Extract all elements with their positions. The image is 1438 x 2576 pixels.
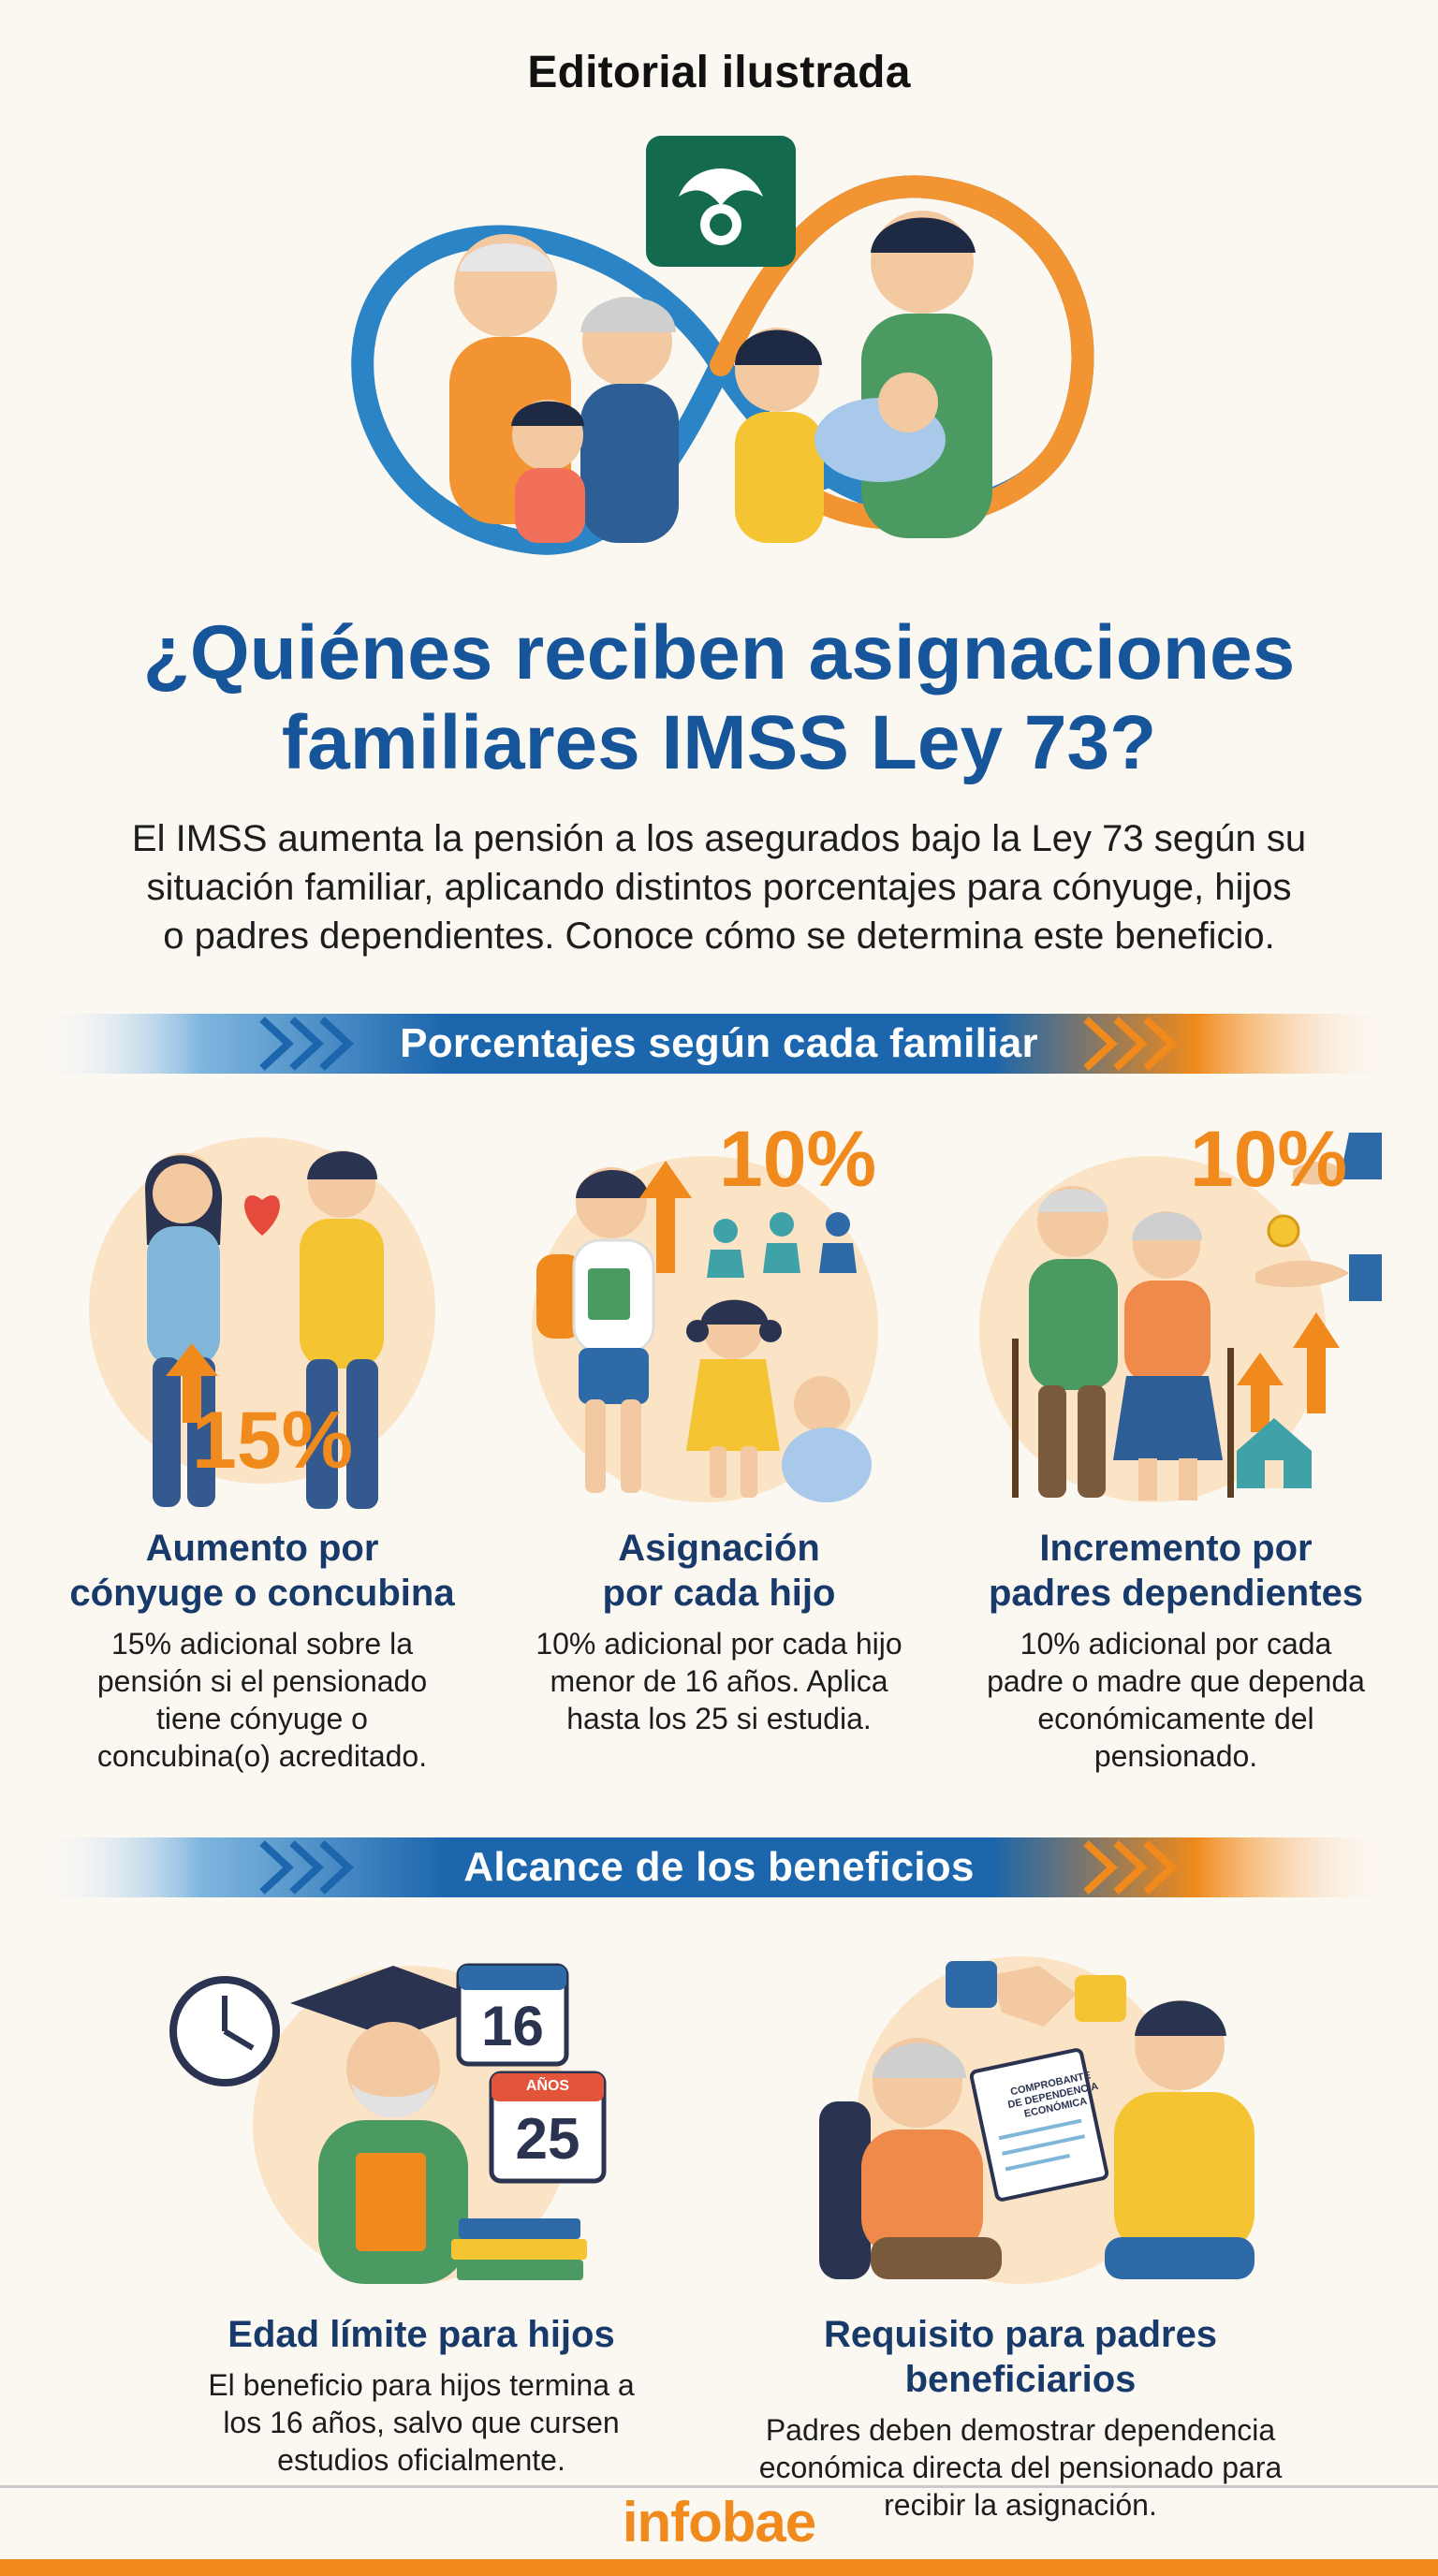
card-parents-text: 10% adicional por cada padre o madre que… (956, 1625, 1396, 1775)
card-age-limit: 16 AÑOS 25 Edad límite para hijos El ben… (122, 1938, 721, 2479)
card-children-text-line-3: hasta los 25 si estudia. (566, 1702, 872, 1735)
intro-line-2: situación familiar, aplicando distintos … (146, 867, 1292, 908)
card-children-title-line-1: Asignación (618, 1528, 820, 1569)
card-age-limit-text: El beneficio para hijos termina a los 16… (122, 2366, 721, 2479)
card-spouse-text-line-1: 15% adicional sobre la (111, 1627, 413, 1661)
calendar-day-25: 25 (515, 2107, 580, 2172)
couple-illustration: 15% (42, 1114, 482, 1526)
house-icon (1237, 1418, 1312, 1488)
section-banner-scope: Alcance de los beneficios (37, 1830, 1401, 1905)
children-illustration: 10% (499, 1114, 939, 1526)
card-parents-requirement-text-line-2: económica directa del pensionado para (758, 2451, 1283, 2484)
card-spouse-text-line-3: tiene cónyuge o (156, 1702, 368, 1735)
books-icon (451, 2218, 587, 2280)
up-arrow-icon (639, 1161, 692, 1273)
card-parents-text-line-1: 10% adicional por cada (1020, 1627, 1332, 1661)
up-arrow-icon (1293, 1312, 1340, 1413)
main-title-line-2: familiares IMSS Ley 73? (281, 700, 1157, 785)
footer-divider (0, 2485, 1438, 2488)
card-parents-text-line-2: padre o madre que dependa (987, 1664, 1365, 1698)
card-spouse-text-line-4: concubina(o) acreditado. (96, 1739, 428, 1773)
hand-coin-icon (1255, 1133, 1382, 1301)
clock-icon (169, 1976, 280, 2086)
card-spouse-title: Aumento por cónyuge o concubina (42, 1526, 482, 1616)
handshake-icon (946, 1961, 1126, 2027)
footer-accent-bar (0, 2559, 1438, 2576)
card-children-text-line-1: 10% adicional por cada hijo (536, 1627, 902, 1661)
main-title: ¿Quiénes reciben asignaciones familiares… (56, 608, 1382, 788)
infobae-logo: infobae (622, 2491, 816, 2554)
card-parents-title-line-2: padres dependientes (988, 1573, 1364, 1614)
card-children-title: Asignación por cada hijo (499, 1526, 939, 1616)
intro-paragraph: El IMSS aumenta la pensión a los asegura… (84, 814, 1354, 960)
family-members-icon (707, 1212, 800, 1278)
card-parents-requirement-text-line-3: recibir la asignación. (884, 2488, 1157, 2522)
card-parents: 10% Incremento por padres dependientes 1… (956, 1114, 1396, 1775)
heart-icon (244, 1195, 280, 1236)
section-banner-percentages: Porcentajes según cada familiar (37, 1006, 1401, 1081)
spouse-percent-label: 15% (192, 1396, 354, 1486)
card-parents-requirement: COMPROBANTE DE DEPENDENCIA ECONÓMICA Req… (721, 1938, 1320, 2524)
kicker-label: Editorial ilustrada (527, 48, 911, 97)
main-title-line-1: ¿Quiénes reciben asignaciones (142, 610, 1296, 695)
card-age-limit-text-line-1: El beneficio para hijos termina a (208, 2368, 635, 2402)
card-children: 10% Asignación por cada hijo 10% adicion… (499, 1114, 939, 1737)
intro-line-1: El IMSS aumenta la pensión a los asegura… (131, 818, 1307, 859)
card-parents-text-line-4: pensionado. (1093, 1739, 1258, 1773)
card-parents-requirement-text-line-1: Padres deben demostrar dependencia (765, 2413, 1276, 2447)
card-children-text: 10% adicional por cada hijo menor de 16 … (499, 1625, 939, 1737)
card-parents-requirement-text: Padres deben demostrar dependencia econó… (721, 2411, 1320, 2524)
up-arrow-icon (1237, 1353, 1284, 1432)
section-banner-percentages-label: Porcentajes según cada familiar (400, 1020, 1038, 1066)
card-spouse-title-line-2: cónyuge o concubina (69, 1573, 455, 1614)
document-handover-illustration: COMPROBANTE DE DEPENDENCIA ECONÓMICA (721, 1938, 1320, 2284)
parents-percent-label: 10% (1190, 1115, 1348, 1203)
calendar-icon (489, 2071, 607, 2184)
elderly-parents-illustration: 10% (956, 1114, 1396, 1526)
card-children-title-line-2: por cada hijo (602, 1573, 836, 1614)
card-age-limit-text-line-3: estudios oficialmente. (277, 2443, 565, 2477)
calendar-icon (456, 1963, 569, 2067)
card-parents-requirement-title: Requisito para padres beneficiarios (823, 2314, 1218, 2400)
card-age-limit-title: Edad límite para hijos (227, 2314, 615, 2355)
children-percent-label: 10% (719, 1115, 877, 1203)
card-parents-text-line-3: económicamente del (1037, 1702, 1314, 1735)
document-icon (969, 2048, 1109, 2202)
card-children-text-line-2: menor de 16 años. Aplica (550, 1664, 888, 1698)
calendar-day-16: 16 (481, 1995, 544, 2057)
card-spouse: 15% Aumento por cónyuge o concubina 15% … (42, 1114, 482, 1775)
section-banner-scope-label: Alcance de los beneficios (463, 1844, 975, 1890)
card-spouse-text-line-2: pensión si el pensionado (96, 1664, 428, 1698)
up-arrow-icon (166, 1343, 218, 1423)
card-parents-title: Incremento por padres dependientes (956, 1526, 1396, 1616)
card-spouse-text: 15% adicional sobre la pensión si el pen… (42, 1625, 482, 1775)
card-spouse-title-line-1: Aumento por (145, 1528, 379, 1569)
intro-line-3: o padres dependientes. Conoce cómo se de… (163, 915, 1275, 957)
hero-family-illustration (309, 131, 1133, 599)
card-parents-title-line-1: Incremento por (1039, 1528, 1313, 1569)
card-age-limit-text-line-2: los 16 años, salvo que cursen (223, 2406, 620, 2439)
graduate-illustration: 16 AÑOS 25 (122, 1938, 721, 2284)
imss-logo (646, 136, 796, 267)
calendar-years-label: AÑOS (525, 2078, 570, 2094)
